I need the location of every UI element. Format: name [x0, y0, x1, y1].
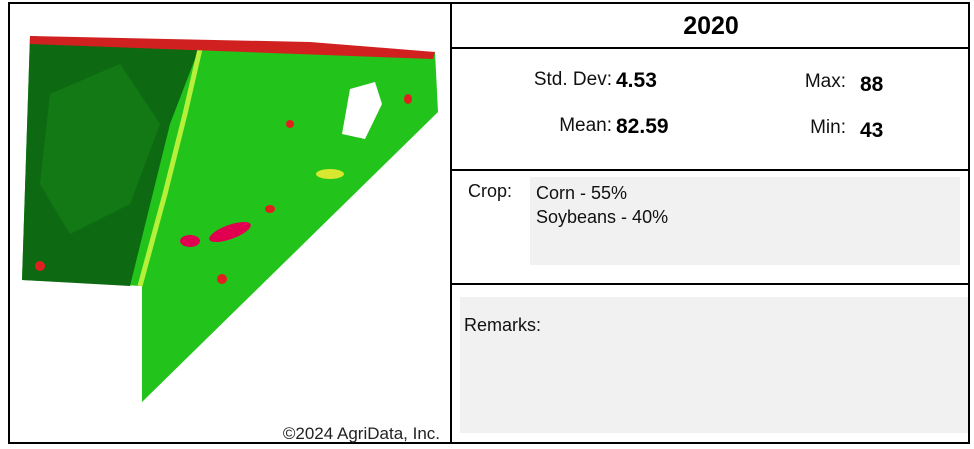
crop-label: Crop: [468, 181, 512, 202]
remarks-label: Remarks: [464, 315, 541, 336]
map-graphic [10, 4, 450, 444]
year-title: 2020 [452, 4, 970, 49]
stat-value: 82.59 [616, 115, 669, 139]
crop-panel: Crop: Corn - 55% Soybeans - 40% [452, 171, 970, 285]
stat-label: Mean: [559, 115, 612, 137]
crop-item: Corn - 55% [536, 183, 627, 204]
copyright: ©2024 AgriData, Inc. [283, 424, 440, 444]
stat-label: Min: [810, 117, 846, 139]
stats-panel: Std. Dev: 4.53 Mean: 82.59 Max: 88 Min: … [452, 49, 970, 171]
remarks-panel: Remarks: [452, 285, 970, 444]
stat-label: Max: [805, 71, 846, 93]
stat-value: 4.53 [616, 69, 657, 93]
stat-value: 88 [860, 73, 883, 97]
stat-label: Std. Dev: [534, 69, 612, 91]
report-card: ©2024 AgriData, Inc. 2020 Std. Dev: 4.53… [8, 2, 970, 444]
stat-value: 43 [860, 119, 883, 143]
yield-map: ©2024 AgriData, Inc. [10, 4, 452, 444]
crop-item: Soybeans - 40% [536, 207, 668, 228]
